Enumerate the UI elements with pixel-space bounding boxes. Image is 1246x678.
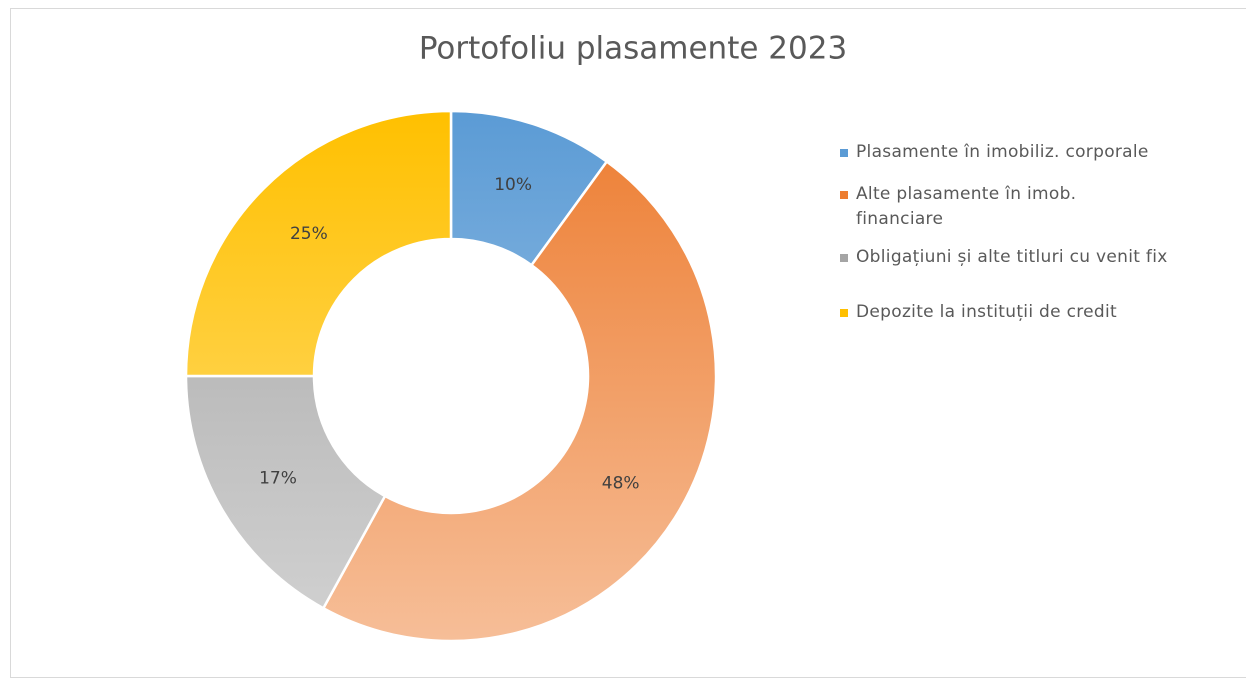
legend-swatch — [840, 309, 848, 317]
legend-item: Obligațiuni și alte titluri cu venit fix — [838, 245, 1246, 270]
legend-item: Depozite la instituții de credit — [838, 300, 1246, 325]
data-label: 17% — [259, 468, 297, 488]
slice — [321, 159, 718, 643]
legend: Plasamente în imobiliz. corporale Alte pl… — [838, 140, 1246, 342]
data-label: 10% — [494, 175, 532, 195]
chart-title: Portofoliu plasamente 2023 — [419, 31, 847, 67]
slice — [184, 374, 387, 610]
legend-swatch — [840, 191, 848, 199]
legend-item: Alte plasamente în imob. financiare — [838, 182, 1156, 232]
legend-swatch — [840, 149, 848, 157]
legend-label: Obligațiuni și alte titluri cu venit fix — [856, 247, 1168, 267]
legend-label: Depozite la instituții de credit — [856, 302, 1118, 322]
legend-item: Plasamente în imobiliz. corporale — [838, 140, 1246, 165]
legend-label: Plasamente în imobiliz. corporale — [856, 142, 1149, 162]
legend-label: Alte plasamente în imob. financiare — [856, 184, 1077, 229]
chart: Portofoliu plasamente 2023 10% 48% 17% 25% — [184, 31, 847, 643]
legend-swatch — [840, 254, 848, 262]
data-label: 48% — [602, 474, 640, 494]
page: Portofoliu plasamente 2023 10% 48% 17% 25% … — [10, 8, 1246, 678]
slice — [184, 109, 453, 378]
data-label: 25% — [290, 224, 328, 244]
